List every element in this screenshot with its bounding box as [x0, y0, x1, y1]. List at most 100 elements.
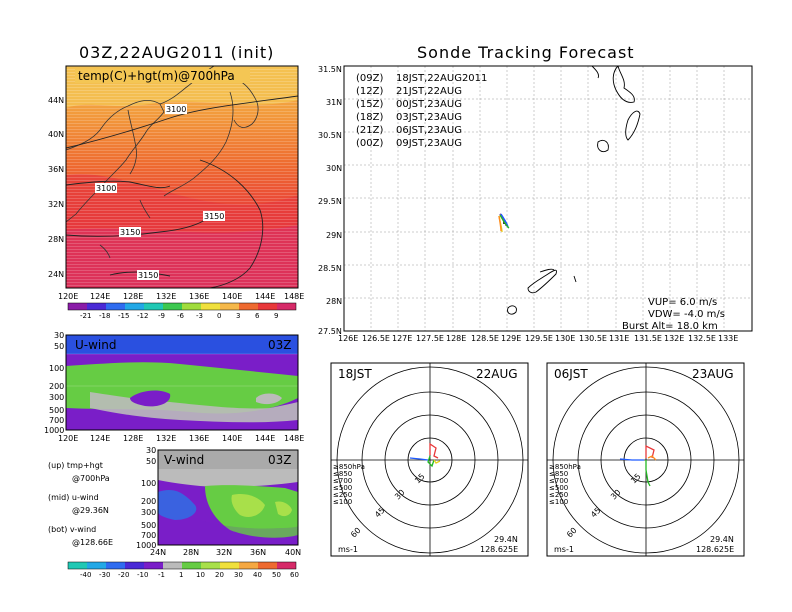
vup-text: VUP= 6.0 m/s [648, 297, 717, 308]
contour-label: 3100 [96, 184, 116, 193]
hodo-date: 23AUG [692, 367, 734, 381]
lat-label: 29.5N [318, 197, 342, 206]
lat-label: 24N [150, 548, 166, 557]
track-legend-jst: 06JST,23AUG [396, 125, 462, 136]
colorbar-label: -30 [99, 571, 110, 579]
lon-label: 128E [123, 434, 143, 443]
lat-label: 32N [48, 200, 64, 209]
pressure-label: 30 [54, 331, 64, 340]
lat-label: 44N [48, 96, 64, 105]
track-legend-utc: (18Z) [356, 112, 383, 123]
colorbar-label: 50 [272, 571, 281, 579]
lat-label: 27.5N [318, 327, 342, 336]
hodo-lat: 29.4N [494, 535, 518, 544]
colorbar-label: -21 [80, 312, 91, 320]
pressure-label: 100 [49, 364, 64, 373]
pressure-label: 300 [141, 508, 156, 517]
colorbar-label: 40 [253, 571, 262, 579]
note-line: @700hPa [72, 474, 110, 483]
temp-colorbar: -21 -18 -15 -12 -9 -6 -3 0 3 6 9 [67, 302, 297, 320]
lon-label: 132E [156, 292, 176, 301]
track-legend-jst: 21JST,22AUG [396, 86, 462, 97]
colorbar-label: -20 [118, 571, 129, 579]
hodo-unit: ms-1 [338, 545, 358, 554]
colorbar-label: -10 [137, 571, 148, 579]
lon-label: 136E [189, 292, 209, 301]
colorbar-label: 1 [179, 571, 183, 579]
colorbar-label: -12 [137, 312, 148, 320]
hodograph-left: 18JST 22AUG 15 30 45 60 ≥850hPa ≤850 ≤70… [330, 362, 529, 557]
lat-label: 40N [285, 548, 301, 557]
contour-label: 3150 [138, 271, 158, 280]
lon-label: 140E [222, 434, 242, 443]
pressure-label: 50 [146, 457, 156, 466]
pressure-label: 100 [141, 479, 156, 488]
colorbar-label: 60 [290, 571, 299, 579]
lat-label: 36N [250, 548, 266, 557]
pressure-label: 300 [49, 393, 64, 402]
track-legend-jst: 09JST,23AUG [396, 138, 462, 149]
lon-label: 144E [255, 434, 275, 443]
lon-label: 148E [284, 292, 304, 301]
hodo-lat: 29.4N [710, 535, 734, 544]
lon-label: 132E [664, 334, 684, 343]
pressure-label: 700 [141, 531, 156, 540]
colorbar-label: 0 [217, 312, 221, 320]
pressure-label: 500 [141, 521, 156, 530]
colorbar-label: 30 [234, 571, 243, 579]
lat-label: 24N [48, 270, 64, 279]
track-legend-jst: 00JST,23AUG [396, 99, 462, 110]
level-legend: ≤700 [333, 477, 352, 485]
lat-label: 31.5N [318, 65, 342, 74]
lat-label: 31N [326, 98, 342, 107]
level-legend: ≤250 [333, 491, 352, 499]
pressure-label: 200 [49, 382, 64, 391]
lon-label: 130E [555, 334, 575, 343]
lon-label: 120E [58, 434, 78, 443]
colorbar-label: 9 [274, 312, 278, 320]
pressure-label: 30 [146, 446, 156, 455]
contour-label: 3150 [204, 212, 224, 221]
hodo-lon: 128.625E [696, 545, 734, 554]
note-line: @29.36N [72, 506, 109, 515]
lon-label: 136E [189, 434, 209, 443]
pressure-label: 700 [49, 416, 64, 425]
level-legend: ≤850 [333, 470, 352, 478]
level-legend: ≥850hPa [333, 463, 365, 471]
colorbar-label: -1 [158, 571, 165, 579]
lon-label: 128.5E [471, 334, 499, 343]
u-wind-time: 03Z [268, 338, 292, 352]
colorbar-label: -18 [99, 312, 110, 320]
level-legend: ≤700 [549, 477, 568, 485]
colorbar-label: -3 [196, 312, 203, 320]
lon-label: 128E [446, 334, 466, 343]
lon-label: 133E [718, 334, 738, 343]
hodo-time: 18JST [338, 367, 372, 381]
lon-label: 129E [501, 334, 521, 343]
lon-label: 126.5E [362, 334, 390, 343]
level-legend: ≤100 [549, 498, 568, 506]
level-legend: ≤850 [549, 470, 568, 478]
lon-label: 148E [284, 434, 304, 443]
track-legend-utc: (09Z) [356, 73, 383, 84]
vdw-text: VDW= -4.0 m/s [648, 309, 725, 320]
lon-label: 120E [58, 292, 78, 301]
note-line: (up) tmp+hgt [48, 461, 103, 470]
colorbar-label: 6 [255, 312, 260, 320]
lon-label: 132.5E [688, 334, 716, 343]
pressure-label: 1000 [136, 541, 156, 550]
pressure-label: 1000 [44, 426, 64, 435]
right-title: Sonde Tracking Forecast [417, 43, 635, 62]
lon-label: 128E [123, 292, 143, 301]
track-legend-utc: (00Z) [356, 138, 383, 149]
lon-label: 131.5E [634, 334, 662, 343]
track-legend-jst: 03JST,23AUG [396, 112, 462, 123]
lon-label: 127.5E [416, 334, 444, 343]
hodograph-right: 06JST 23AUG 15 30 45 60 ≥850hPa ≤850 ≤70… [546, 362, 745, 557]
colorbar-label: -40 [80, 571, 91, 579]
lon-label: 131E [609, 334, 629, 343]
map-label-box [75, 69, 250, 83]
lon-label: 126E [338, 334, 358, 343]
map-label: temp(C)+hgt(m)@700hPa [78, 69, 235, 83]
